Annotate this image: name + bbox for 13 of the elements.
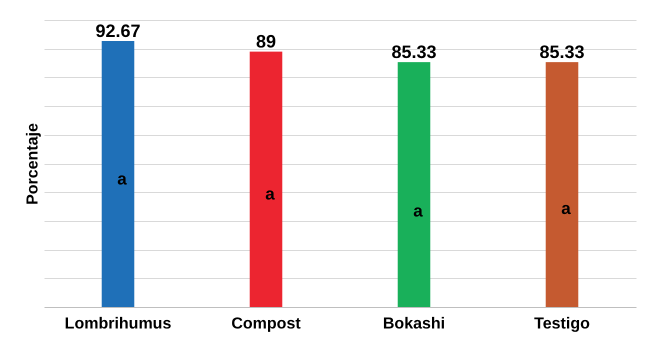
x-tick-label: Lombrihumus: [64, 316, 172, 332]
data-label: 85.33: [539, 42, 585, 62]
data-label: 89: [256, 32, 276, 52]
x-tick-label: Bokashi: [382, 316, 446, 332]
data-label: 85.33: [391, 42, 437, 62]
annotation: a: [265, 184, 276, 204]
data-label: 92.67: [95, 21, 141, 42]
annotation: a: [561, 199, 572, 218]
x-tick-label: Testigo: [534, 316, 590, 332]
annotation: a: [413, 201, 424, 220]
x-tick-label: Compost: [231, 316, 302, 332]
y-axis-title: Porcentaje: [24, 122, 42, 205]
annotation: a: [117, 169, 128, 188]
